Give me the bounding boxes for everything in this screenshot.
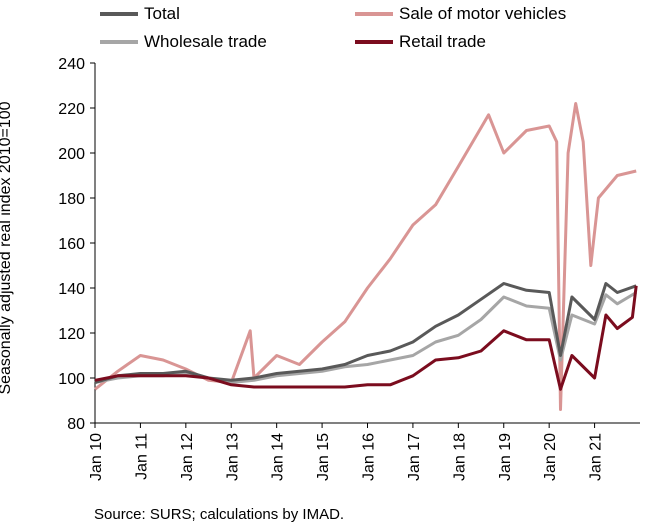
legend-swatch-wholesale-trade [100,40,138,44]
y-tick-label: 180 [58,191,85,208]
x-tick-label: Jan 10 [88,433,105,481]
y-tick-label: 240 [58,56,85,73]
x-tick-label: Jan 15 [315,433,332,481]
legend-label-sale-of-motor-vehicles: Sale of motor vehicles [399,4,567,23]
x-tick-label: Jan 13 [224,433,241,481]
legend-label-total: Total [144,4,180,23]
legend-swatch-sale-of-motor-vehicles [355,12,393,16]
y-tick-label: 80 [67,416,85,433]
series-line-total [94,282,637,384]
legend-item-sale-of-motor-vehicles: Sale of motor vehicles [355,4,566,24]
x-tick-label: Jan 20 [542,433,559,481]
legend-swatch-retail-trade [355,40,393,44]
y-tick-label: 160 [58,236,85,253]
x-tick-label: Jan 11 [133,433,150,480]
series-line-retail-trade [94,285,638,391]
y-tick-label: 100 [58,371,85,388]
x-tick-label: Jan 18 [451,433,468,481]
legend-item-wholesale-trade: Wholesale trade [100,32,267,52]
y-tick-label: 120 [58,326,85,343]
y-tick-label: 140 [58,281,85,298]
legend-item-total: Total [100,4,180,24]
series-line-sale-of-motor-vehicles [94,102,637,411]
legend-item-retail-trade: Retail trade [355,32,486,52]
x-tick-label: Jan 17 [406,433,423,481]
x-tick-label: Jan 19 [497,433,514,481]
y-tick-label: 200 [58,146,85,163]
legend-label-retail-trade: Retail trade [399,32,486,51]
x-tick-label: Jan 21 [588,433,605,481]
x-tick-label: Jan 16 [361,433,378,481]
y-axis-label: Seasonally adjusted real index 2010=100 [0,101,14,395]
x-tick-label: Jan 14 [270,433,287,481]
source-note: Source: SURS; calculations by IMAD. [94,506,345,523]
legend-label-wholesale-trade: Wholesale trade [144,32,267,51]
legend-swatch-total [100,12,138,16]
x-tick-label: Jan 12 [179,433,196,481]
y-tick-label: 220 [58,101,85,118]
